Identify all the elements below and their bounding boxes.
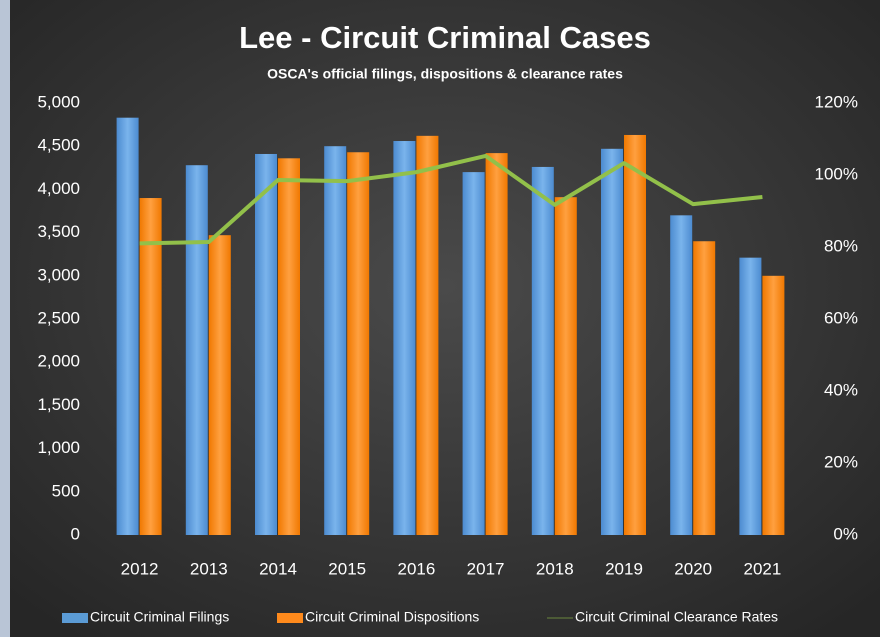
y-tick-label: 1,000 xyxy=(37,438,80,457)
y2-tick-label: 100% xyxy=(815,164,858,183)
legend-label: Circuit Criminal Dispositions xyxy=(305,609,479,625)
bar xyxy=(762,275,785,535)
y2-tick-label: 60% xyxy=(824,308,858,327)
y-tick-label: 4,500 xyxy=(37,136,80,155)
bar xyxy=(324,146,347,535)
legend-label: Circuit Criminal Filings xyxy=(90,609,229,625)
chart-subtitle: OSCA's official filings, dispositions & … xyxy=(267,66,623,82)
bar xyxy=(116,117,139,536)
x-tick-label: 2013 xyxy=(190,559,228,578)
line xyxy=(139,153,763,246)
x-tick-label: 2014 xyxy=(259,559,297,578)
y-tick-label: 2,500 xyxy=(37,308,80,327)
bar xyxy=(739,257,762,535)
bar xyxy=(531,166,554,535)
y-tick-label: 3,000 xyxy=(37,265,80,284)
bar xyxy=(462,172,485,535)
bar xyxy=(255,153,277,535)
bar xyxy=(347,152,370,536)
bar xyxy=(185,165,208,535)
x-tick-label: 2019 xyxy=(605,559,643,578)
x-tick-label: 2017 xyxy=(467,559,505,578)
bar xyxy=(693,241,716,536)
legend-label: Circuit Criminal Clearance Rates xyxy=(575,609,778,625)
x-tick-label: 2018 xyxy=(536,559,574,578)
bar xyxy=(554,197,577,535)
bar xyxy=(485,153,508,535)
bar xyxy=(208,235,231,535)
bar xyxy=(624,134,646,535)
x-tick-label: 2012 xyxy=(121,559,159,578)
x-tick-label: 2016 xyxy=(397,559,435,578)
y-tick-label: 3,500 xyxy=(37,222,80,241)
bar xyxy=(601,148,623,536)
bar xyxy=(139,198,162,536)
y2-tick-label: 120% xyxy=(815,92,858,111)
y-tick-label: 2,000 xyxy=(37,352,80,371)
y2-tick-label: 80% xyxy=(824,236,858,255)
x-tick-label: 2020 xyxy=(674,559,712,578)
y-tick-label: 4,000 xyxy=(37,179,80,198)
y-tick-label: 5,000 xyxy=(37,92,80,111)
x-tick-label: 2021 xyxy=(743,559,781,578)
y-tick-label: 0 xyxy=(71,524,80,543)
y2-tick-label: 40% xyxy=(824,380,858,399)
y-tick-label: 1,500 xyxy=(37,395,80,414)
y2-tick-label: 0% xyxy=(833,524,858,543)
legend-swatch xyxy=(277,613,303,623)
bar xyxy=(393,141,416,536)
y2-tick-label: 20% xyxy=(824,452,858,471)
bar xyxy=(278,158,300,535)
bar xyxy=(670,215,693,535)
chart-title: Lee - Circuit Criminal Cases xyxy=(239,20,651,55)
y-tick-label: 500 xyxy=(52,481,80,500)
legend-swatch xyxy=(62,613,88,623)
x-tick-label: 2015 xyxy=(328,559,366,578)
bar xyxy=(416,135,439,535)
